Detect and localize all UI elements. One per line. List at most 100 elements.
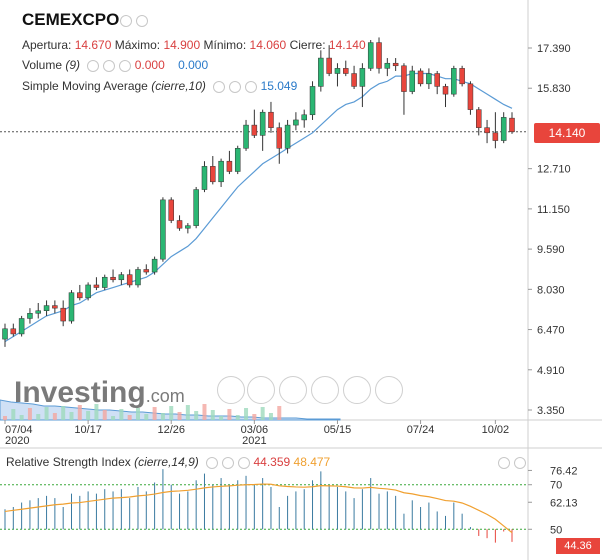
candle-body [492, 132, 499, 141]
sma-label: Simple Moving Average [22, 79, 148, 93]
x-tick-label: 07/04 [5, 424, 33, 436]
candle [318, 50, 324, 92]
symbol-icons [116, 13, 148, 27]
candle [118, 272, 125, 285]
pan-tool-button[interactable] [217, 376, 245, 404]
zoom-in-button[interactable] [247, 376, 275, 404]
candle-body [500, 117, 507, 141]
candle-body [401, 65, 407, 92]
gear-icon[interactable] [229, 80, 242, 93]
candle [467, 81, 474, 115]
candle [359, 63, 366, 108]
candle-body [193, 189, 199, 226]
candle-body [85, 284, 91, 299]
candle-body [35, 310, 41, 314]
x-tick-year: 2020 [5, 435, 29, 447]
candle-body [309, 86, 316, 116]
rsi-signal-value: 48.477 [293, 455, 331, 469]
candle-body [135, 269, 141, 286]
eye-icon[interactable] [87, 59, 100, 72]
chevron-down-icon[interactable] [498, 456, 510, 469]
candle [193, 186, 199, 229]
candle-body [43, 305, 50, 311]
sma-row: Simple Moving Average (cierre,10) 15.049 [22, 79, 297, 93]
eye-icon[interactable] [206, 456, 219, 469]
y-tick-label: 12.710 [537, 164, 571, 176]
candle [417, 68, 424, 87]
candle [293, 112, 299, 131]
scroll-right-button[interactable] [375, 376, 403, 404]
candle-body [77, 292, 83, 299]
candle-body [118, 274, 125, 281]
candle-body [234, 148, 241, 172]
volume-value-1: 0.000 [134, 58, 165, 72]
candle-body [268, 111, 274, 128]
high-value: 14.900 [163, 38, 201, 52]
candle-body [392, 62, 399, 67]
high-label: Máximo: [114, 38, 161, 52]
volume-bar [169, 406, 174, 420]
candle [168, 197, 174, 224]
zoom-out-button[interactable] [279, 376, 307, 404]
volume-bar [52, 413, 57, 420]
eye-icon[interactable] [120, 14, 132, 27]
candle [101, 274, 108, 291]
investing-watermark: Investing.com [14, 376, 185, 410]
close-value: 14.140 [328, 38, 366, 52]
y-tick-label: 8.030 [537, 284, 565, 296]
candle-body [218, 160, 224, 183]
candle-body [10, 328, 17, 335]
rsi-tick-label: 76.42 [550, 465, 578, 477]
candle-body [384, 62, 391, 69]
close-icon[interactable] [238, 456, 251, 469]
candle-body [160, 199, 166, 260]
candle [451, 65, 457, 97]
candle [234, 145, 241, 175]
candle-body [243, 124, 249, 149]
rsi-tick-label: 62.13 [550, 497, 578, 509]
candle-body [110, 276, 116, 281]
candle [151, 256, 158, 275]
volume-bar [135, 408, 140, 420]
candle [176, 215, 183, 231]
candle-body [210, 166, 216, 183]
candle [93, 277, 100, 291]
volume-bar [252, 414, 257, 420]
rsi-label: Relative Strength Index [6, 455, 131, 469]
zoom-reset-button[interactable] [311, 376, 339, 404]
candle-body [251, 124, 258, 136]
candle-body [52, 305, 58, 309]
candle [426, 68, 432, 89]
y-tick-label: 9.590 [537, 244, 565, 256]
candle-body [284, 124, 291, 149]
close-icon[interactable] [245, 80, 258, 93]
close-icon[interactable] [514, 456, 526, 469]
candle [226, 150, 233, 175]
x-tick-label: 07/24 [407, 424, 435, 436]
candle-body [484, 127, 490, 134]
gear-icon[interactable] [222, 456, 235, 469]
candle-body [143, 269, 150, 273]
candle [334, 63, 341, 87]
candle-body [367, 42, 374, 69]
gear-icon[interactable] [103, 59, 116, 72]
candle [135, 266, 141, 288]
candle [143, 264, 150, 275]
scroll-left-button[interactable] [343, 376, 371, 404]
candle-body [168, 199, 174, 221]
candle-body [442, 86, 449, 95]
gear-icon[interactable] [136, 14, 148, 27]
candle [110, 269, 116, 283]
candle [476, 107, 482, 136]
candle-body [259, 111, 266, 136]
eye-icon[interactable] [213, 80, 226, 93]
rsi-panel-controls [494, 455, 526, 469]
x-tick-label: 12/26 [157, 424, 185, 436]
close-icon[interactable] [119, 59, 132, 72]
rsi-param: (cierre,14,9) [134, 455, 199, 469]
volume-bar [69, 412, 74, 420]
volume-bar [219, 416, 224, 420]
current-price-label: 14.140 [534, 123, 600, 143]
volume-value-2: 0.000 [178, 58, 209, 72]
candle [126, 269, 133, 288]
